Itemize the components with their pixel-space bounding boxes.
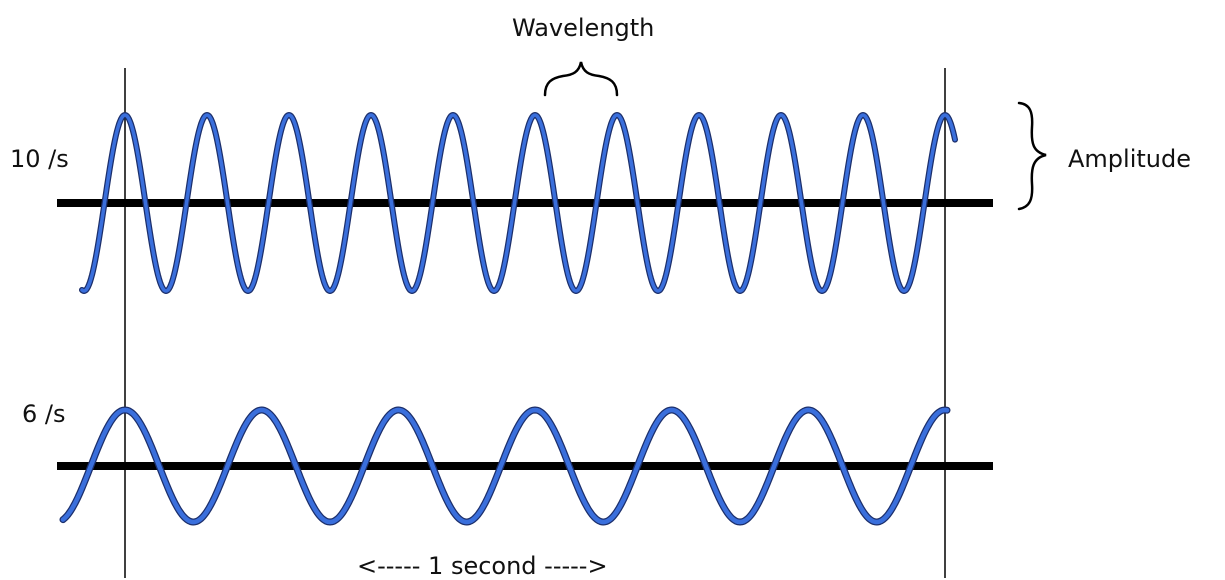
- wavelength-brace-icon: [543, 61, 619, 97]
- one-second-label: <----- 1 second ----->: [357, 552, 608, 580]
- frequency-label-6: 6 /s: [22, 400, 66, 428]
- amplitude-brace-icon: [1017, 101, 1047, 211]
- sine-wave-10hz: [80, 113, 957, 293]
- frequency-label-10: 10 /s: [10, 145, 69, 173]
- amplitude-label: Amplitude: [1068, 145, 1191, 173]
- sine-wave-6hz: [60, 407, 950, 525]
- wavelength-label: Wavelength: [512, 14, 655, 42]
